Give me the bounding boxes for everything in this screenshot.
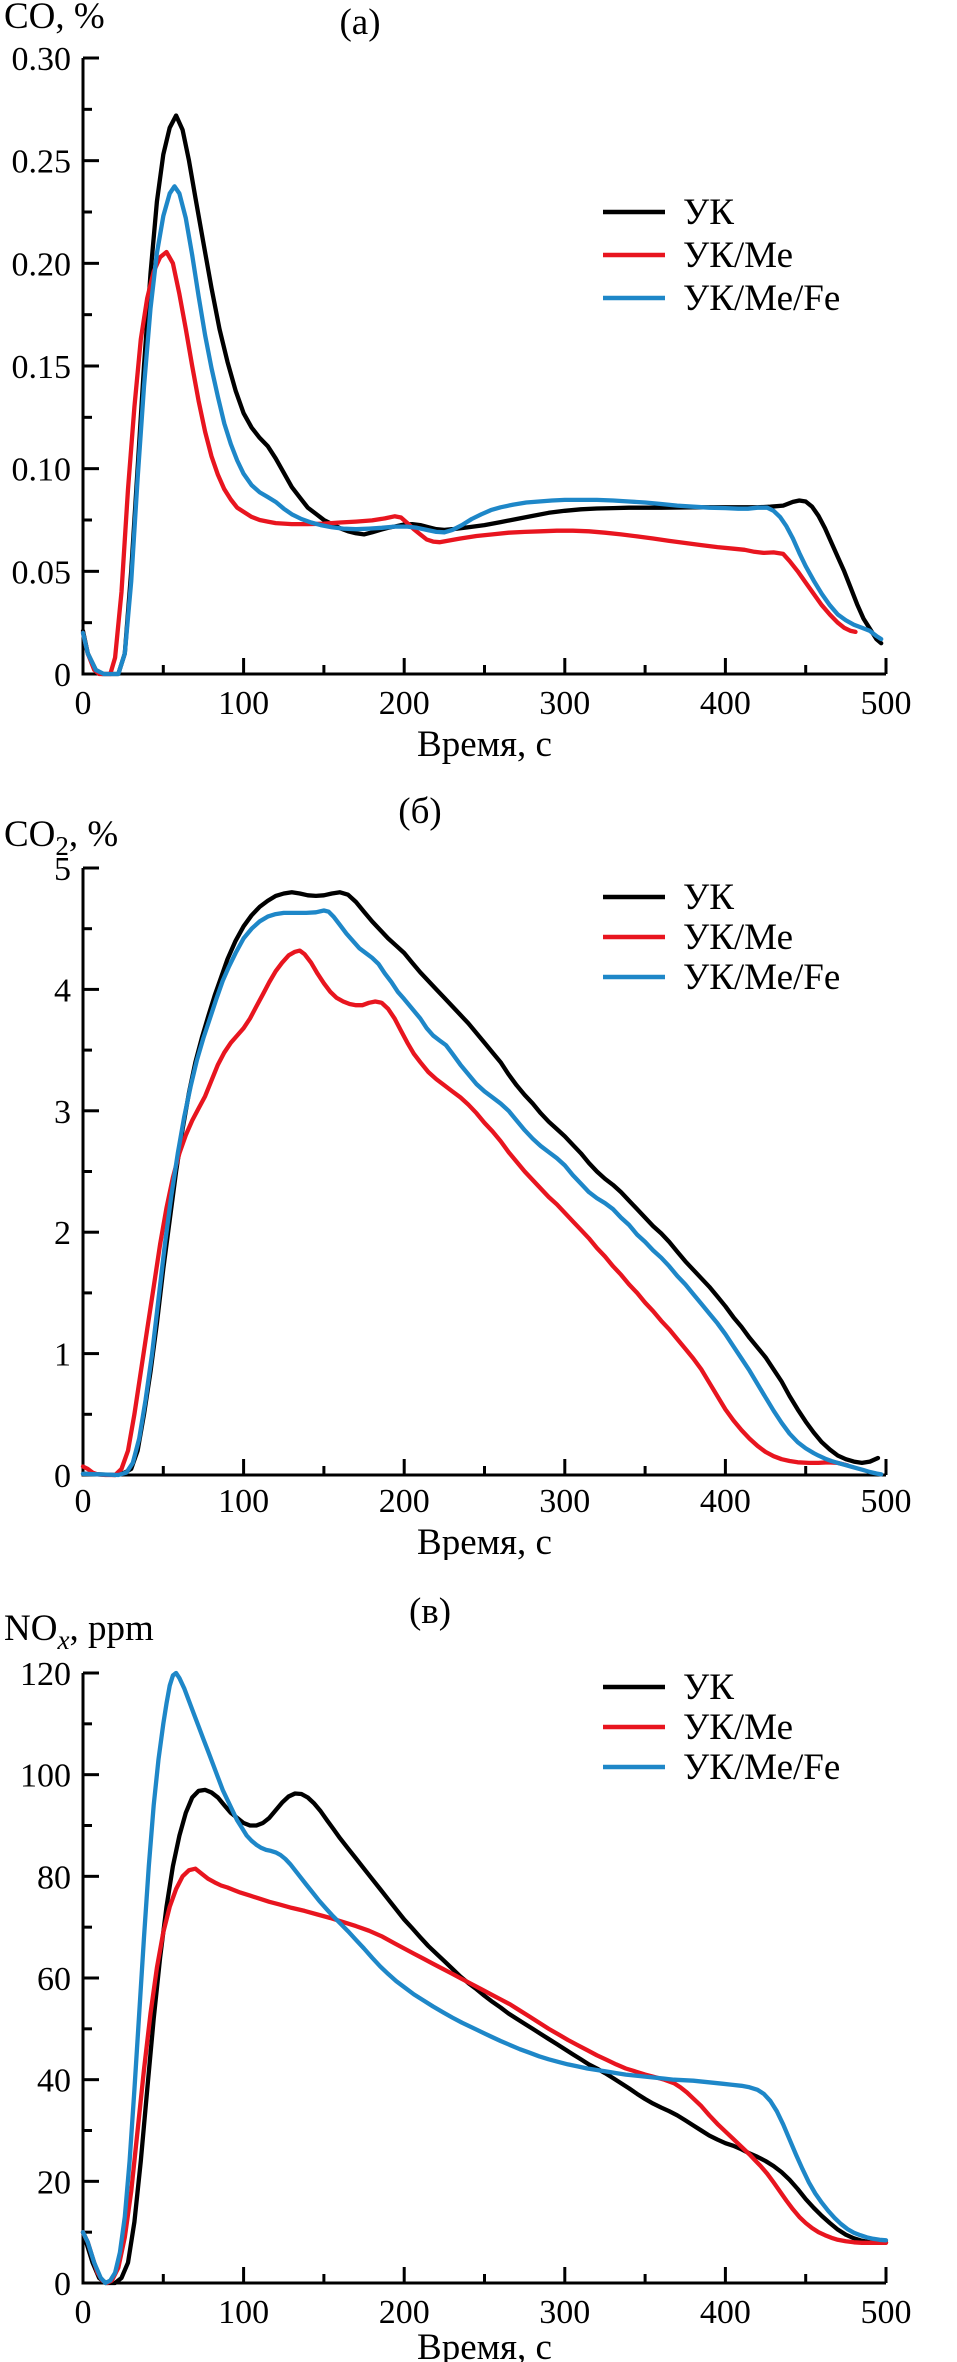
legend-label: УК/Ме: [683, 1707, 793, 1748]
chart-b-co2: 0 100 200 300 400 500 0 1 2 3 4 5 (б) CO2, % Время, с У…: [4, 791, 912, 1560]
series-curve-3: [80, 908, 884, 1478]
x-tick-label: 0: [75, 685, 92, 722]
x-tick-label: 100: [218, 685, 269, 722]
y-tick-label: 100: [20, 1758, 71, 1795]
y-tick-label: 120: [20, 1656, 71, 1693]
y-axis-title: CO2, %: [4, 814, 118, 861]
panel-label: (в): [409, 1591, 451, 1632]
series-curve-2: [80, 1866, 889, 2286]
legend-label: УК: [683, 1667, 734, 1708]
y-tick-label: 40: [37, 2063, 71, 2100]
y-axis-title: CO, %: [4, 0, 105, 37]
series-curve-3: [80, 1670, 889, 2286]
x-tick-label: 500: [861, 1483, 912, 1520]
x-tick-label: 0: [75, 1483, 92, 1520]
y-tick-label: 0.10: [12, 452, 72, 489]
series-curve-2: [80, 249, 858, 677]
y-tick-label: 2: [54, 1215, 71, 1252]
y-tick-label: 0.25: [12, 144, 72, 181]
y-tick-label: 20: [37, 2164, 71, 2201]
x-axis-title: Время, с: [417, 724, 552, 765]
y-tick-label: 0: [54, 1458, 71, 1495]
y-tick-label: 0: [54, 2266, 71, 2303]
x-axis-title: Время, с: [417, 2327, 552, 2362]
chart-a-co: 0 100 200 300 400 500 0 0.05 0.10 0.15 0.20 0.25 0.3…: [4, 0, 912, 765]
x-tick-label: 500: [861, 685, 912, 722]
y-tick-label: 0.30: [12, 41, 72, 78]
x-tick-label: 200: [379, 1483, 430, 1520]
axis-lines: [81, 58, 886, 676]
y-tick-label: 1: [54, 1337, 71, 1374]
x-tick-label: 300: [539, 685, 590, 722]
x-tick-label: 0: [75, 2294, 92, 2331]
y-tick-label: 0.05: [12, 554, 72, 591]
legend-label: УК/Ме: [683, 917, 793, 958]
panel-label: (а): [339, 2, 380, 43]
y-tick-label: 60: [37, 1961, 71, 1998]
y-tick-label: 4: [54, 972, 71, 1009]
legend-label: УК/Ме/Fe: [683, 278, 840, 319]
x-tick-label: 100: [218, 1483, 269, 1520]
series-curve-1: [80, 113, 884, 677]
x-tick-label: 300: [539, 2294, 590, 2331]
chart-c-nox: 0 100 200 300 400 500 0 20 40 60 80 100 120 (в) NOx, p…: [4, 1591, 912, 2362]
series-curve-3: [80, 184, 884, 677]
x-tick-label: 200: [379, 685, 430, 722]
series-curve-2: [80, 948, 850, 1478]
y-tick-label: 5: [54, 851, 71, 888]
x-tick-label: 100: [218, 2294, 269, 2331]
legend-label: УК: [683, 192, 734, 233]
x-tick-label: 400: [700, 2294, 751, 2331]
series-curve-1: [80, 890, 881, 1478]
panel-label: (б): [398, 791, 441, 832]
legend-label: УК/Ме/Fe: [683, 1747, 840, 1788]
y-tick-label: 0.20: [12, 246, 72, 283]
y-tick-label: 0.15: [12, 349, 72, 386]
x-tick-label: 200: [379, 2294, 430, 2331]
y-tick-label: 3: [54, 1094, 71, 1131]
x-tick-label: 300: [539, 1483, 590, 1520]
y-tick-label: 80: [37, 1859, 71, 1896]
x-tick-label: 500: [861, 2294, 912, 2331]
legend-label: УК/Ме: [683, 235, 793, 276]
x-tick-label: 400: [700, 685, 751, 722]
series-curve-1: [80, 1787, 889, 2286]
x-tick-label: 400: [700, 1483, 751, 1520]
legend-label: УК/Ме/Fe: [683, 957, 840, 998]
x-axis-title: Время, с: [417, 1522, 552, 1560]
y-tick-label: 0: [54, 657, 71, 694]
y-axis-title: NOx, ppm: [4, 1608, 154, 1655]
legend-label: УК: [683, 877, 734, 918]
